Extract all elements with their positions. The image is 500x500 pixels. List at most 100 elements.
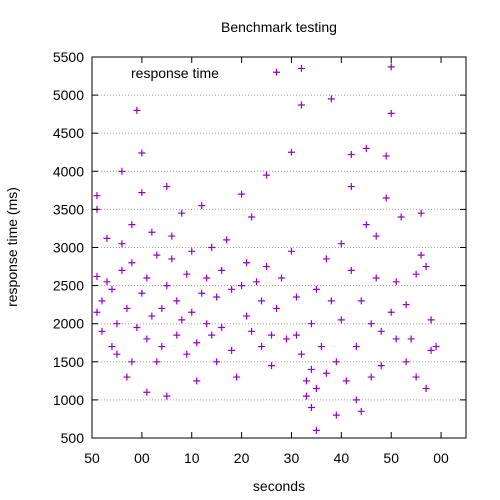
data-point xyxy=(143,335,151,343)
data-point xyxy=(402,301,410,309)
data-point xyxy=(407,335,415,343)
x-tick-label: 40 xyxy=(334,450,350,466)
y-axis-label: response time (ms) xyxy=(4,187,20,307)
data-point xyxy=(307,320,315,328)
data-point xyxy=(297,64,305,72)
data-point xyxy=(118,240,126,248)
data-point xyxy=(297,350,305,358)
data-point xyxy=(143,274,151,282)
data-point xyxy=(392,335,400,343)
data-point xyxy=(153,358,161,366)
data-point xyxy=(108,343,116,351)
data-point xyxy=(263,171,271,179)
data-point xyxy=(113,320,121,328)
data-point xyxy=(243,259,251,267)
y-tick-label: 4500 xyxy=(53,125,84,141)
data-point xyxy=(248,213,256,221)
data-point xyxy=(138,149,146,157)
data-point xyxy=(302,377,310,385)
data-point xyxy=(427,346,435,354)
data-point xyxy=(163,183,171,191)
data-point xyxy=(133,324,141,332)
data-point xyxy=(118,266,126,274)
data-point xyxy=(123,373,131,381)
x-tick-label: 10 xyxy=(184,450,200,466)
data-point xyxy=(158,304,166,312)
data-point xyxy=(138,289,146,297)
data-point xyxy=(352,396,360,404)
data-point xyxy=(337,240,345,248)
data-point xyxy=(402,358,410,366)
data-point xyxy=(163,282,171,290)
data-point xyxy=(158,343,166,351)
data-point xyxy=(347,266,355,274)
data-point xyxy=(287,247,295,255)
data-point xyxy=(417,209,425,217)
data-point xyxy=(133,106,141,114)
data-point xyxy=(412,270,420,278)
x-tick-label: 20 xyxy=(234,450,250,466)
data-point xyxy=(168,232,176,240)
data-point xyxy=(312,285,320,293)
y-gridlines xyxy=(92,94,466,401)
data-point xyxy=(213,358,221,366)
data-point xyxy=(342,377,350,385)
x-tick-label: 50 xyxy=(84,450,100,466)
data-point xyxy=(302,392,310,400)
data-point xyxy=(372,232,380,240)
x-tick-label: 00 xyxy=(433,450,449,466)
data-point xyxy=(392,278,400,286)
data-point xyxy=(93,192,101,200)
data-point xyxy=(238,190,246,198)
data-point xyxy=(198,202,206,210)
data-point xyxy=(357,297,365,305)
data-point xyxy=(148,228,156,236)
data-point xyxy=(198,289,206,297)
data-point xyxy=(367,320,375,328)
data-point xyxy=(332,411,340,419)
data-point xyxy=(432,343,440,351)
data-point xyxy=(312,426,320,434)
data-point xyxy=(178,316,186,324)
data-point xyxy=(357,407,365,415)
x-axis: 50 00 10 20 30 40 50 00 xyxy=(84,57,449,466)
data-point xyxy=(128,221,136,229)
data-point xyxy=(103,234,111,242)
data-point xyxy=(213,293,221,301)
data-point xyxy=(397,213,405,221)
data-points xyxy=(93,63,440,434)
legend: response time xyxy=(131,65,219,81)
data-point xyxy=(417,251,425,259)
data-point xyxy=(143,388,151,396)
data-point xyxy=(372,274,380,282)
data-point xyxy=(238,282,246,290)
y-tick-label: 3500 xyxy=(53,201,84,217)
data-point xyxy=(387,109,395,117)
data-point xyxy=(253,278,261,286)
data-point xyxy=(108,285,116,293)
data-point xyxy=(387,63,395,71)
data-point xyxy=(422,384,430,392)
data-point xyxy=(377,327,385,335)
data-point xyxy=(138,189,146,197)
data-point xyxy=(183,350,191,358)
data-point xyxy=(208,331,216,339)
data-point xyxy=(203,274,211,282)
y-tick-label: 500 xyxy=(61,430,85,446)
data-point xyxy=(282,335,290,343)
y-tick-label: 1000 xyxy=(53,392,84,408)
data-point xyxy=(382,152,390,160)
data-point xyxy=(263,263,271,271)
data-point xyxy=(412,373,420,381)
data-point xyxy=(312,384,320,392)
data-point xyxy=(273,304,281,312)
data-point xyxy=(332,358,340,366)
data-point xyxy=(258,343,266,351)
data-point xyxy=(362,221,370,229)
data-point xyxy=(168,255,176,263)
chart-title: Benchmark testing xyxy=(221,19,337,35)
y-tick-label: 5000 xyxy=(53,87,84,103)
data-point xyxy=(268,362,276,370)
x-axis-label: seconds xyxy=(253,478,305,494)
data-point xyxy=(113,350,121,358)
